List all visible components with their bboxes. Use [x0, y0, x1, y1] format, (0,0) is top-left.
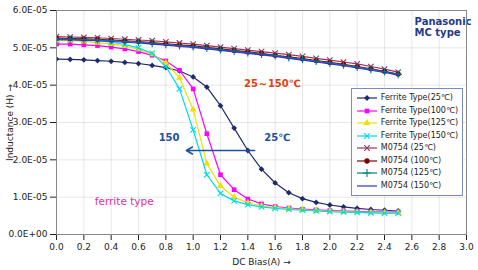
svg-text:1.0E-05: 1.0E-05 [13, 192, 48, 202]
svg-text:6.0E-05: 6.0E-05 [13, 5, 48, 15]
svg-text:1.8: 1.8 [295, 242, 310, 252]
html-text:M0754 (100℃): M0754 (100℃) [380, 155, 442, 165]
svg-text:2.2: 2.2 [350, 242, 364, 252]
svg-text:1.4: 1.4 [241, 242, 256, 252]
svg-text:0.4: 0.4 [104, 242, 119, 252]
svg-text:25～150℃: 25～150℃ [244, 78, 301, 89]
svg-text:5.0E-05: 5.0E-05 [13, 43, 48, 53]
html-text:Ferrite Type(25℃): Ferrite Type(25℃) [380, 93, 453, 102]
html-text:M0754 (150℃): M0754 (150℃) [380, 180, 442, 190]
svg-text:DC Bias(A) →: DC Bias(A) → [232, 257, 291, 267]
html-text:M0754 (25℃): M0754 (25℃) [380, 143, 436, 152]
html-text:M0754 (125℃): M0754 (125℃) [380, 168, 442, 177]
svg-text:1.0: 1.0 [186, 242, 201, 252]
svg-text:2.6: 2.6 [405, 242, 420, 252]
svg-text:0.2: 0.2 [77, 242, 91, 252]
svg-text:0.0E+00: 0.0E+00 [9, 229, 48, 239]
svg-text:1.2: 1.2 [213, 242, 227, 252]
svg-text:25℃: 25℃ [264, 132, 290, 143]
svg-text:4.0E-05: 4.0E-05 [13, 80, 48, 90]
html-text:Ferrite Type(150℃): Ferrite Type(150℃) [380, 130, 458, 140]
svg-text:Inductance (H) →: Inductance (H) → [5, 84, 15, 161]
svg-text:2.4: 2.4 [377, 242, 392, 252]
html-text:Ferrite Type(100℃): Ferrite Type(100℃) [380, 105, 458, 115]
svg-text:2.0: 2.0 [323, 242, 338, 252]
svg-text:2.8: 2.8 [432, 242, 447, 252]
svg-text:0.0: 0.0 [49, 242, 64, 252]
svg-text:0.6: 0.6 [131, 242, 146, 252]
svg-text:PanasonicMC type: PanasonicMC type [415, 16, 472, 38]
svg-text:ferrite type: ferrite type [95, 195, 154, 207]
svg-text:2.0E-05: 2.0E-05 [13, 155, 48, 165]
svg-text:150: 150 [159, 132, 180, 143]
html-text:Ferrite Type(125℃): Ferrite Type(125℃) [380, 118, 458, 127]
svg-text:3.0E-05: 3.0E-05 [13, 117, 48, 127]
svg-text:3.0: 3.0 [459, 242, 474, 252]
svg-text:0.8: 0.8 [159, 242, 174, 252]
svg-text:1.6: 1.6 [268, 242, 283, 252]
